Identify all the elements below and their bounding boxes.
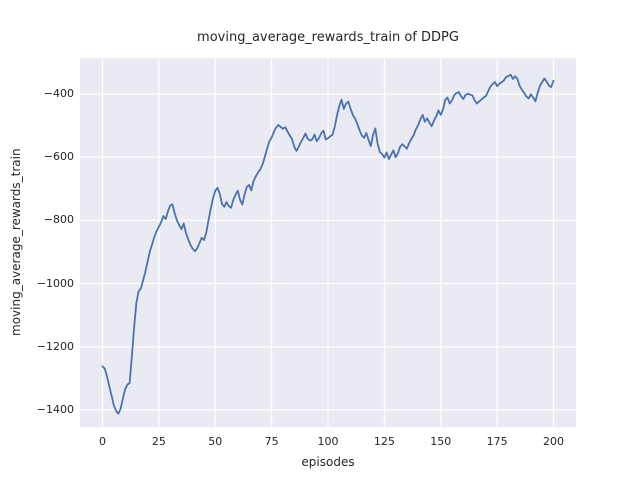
y-tick-label: −600 [43, 150, 74, 164]
x-tick-label: 25 [151, 435, 166, 448]
chart-title: moving_average_rewards_train of DDPG [197, 30, 459, 45]
x-tick-label: 150 [430, 435, 452, 448]
y-tick-label: −1400 [36, 402, 74, 416]
x-tick-label: 100 [317, 435, 339, 448]
x-tick-label: 175 [486, 435, 508, 448]
y-axis-label: moving_average_rewards_train [9, 148, 23, 337]
x-tick-label: 75 [264, 435, 279, 448]
y-tick-label: −400 [43, 87, 74, 100]
x-tick-label: 125 [373, 435, 395, 448]
y-tick-label: −800 [43, 213, 74, 227]
x-tick-label: 200 [542, 435, 564, 448]
x-axis-label: episodes [301, 455, 355, 469]
line-chart-svg [80, 58, 576, 427]
ddpg-rewards-line [101, 73, 555, 415]
x-tick-label: 50 [208, 435, 223, 448]
y-tick-label: −1000 [36, 276, 74, 290]
y-tick-label: −1200 [36, 339, 74, 353]
x-tick-label: 0 [99, 435, 107, 448]
plot-area [80, 58, 576, 427]
